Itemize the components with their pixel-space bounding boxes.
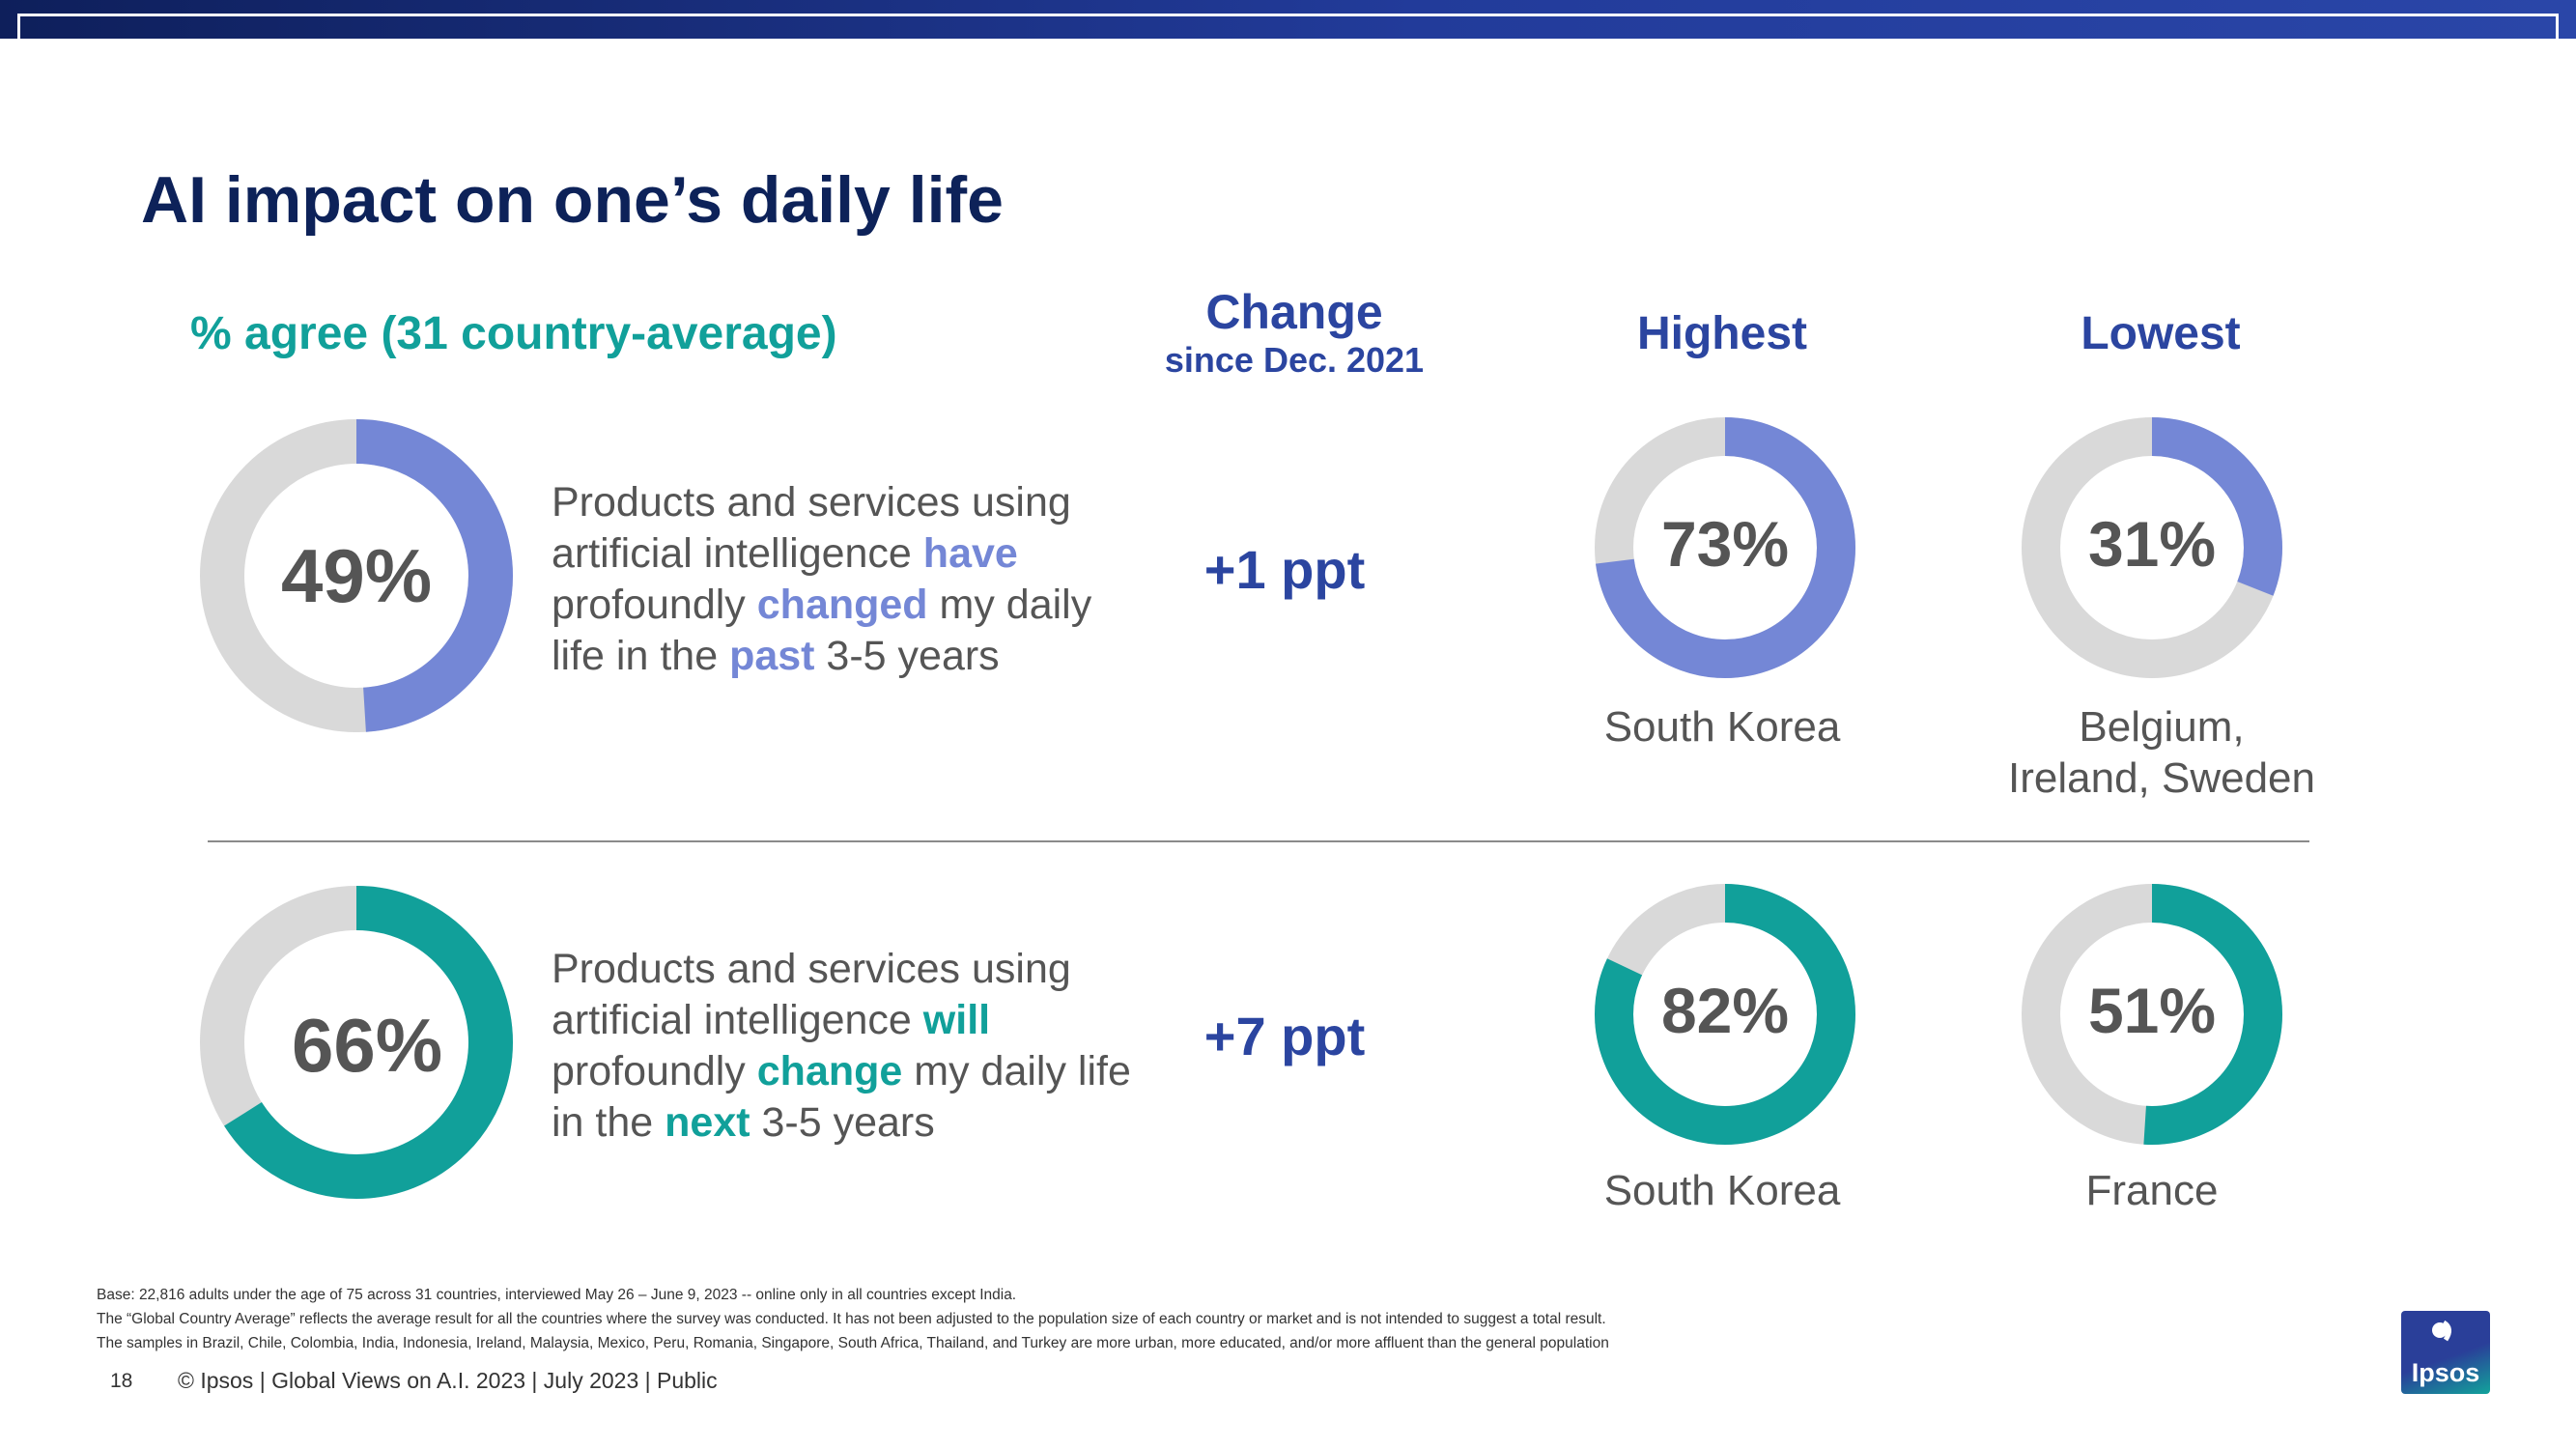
donut-future-highest: 82%: [1595, 884, 1855, 1145]
donut-future-average: 66%: [200, 886, 513, 1199]
donut-value-slice: [2022, 417, 2282, 678]
change-value-future: +7 ppt: [1203, 1006, 1366, 1066]
lowest-country-past: Belgium, Ireland, Sweden: [2008, 703, 2315, 802]
donut-past-lowest: 31%: [2022, 417, 2282, 678]
keyword: have: [922, 530, 1018, 577]
statement-past: Products and services using artificial i…: [552, 479, 1092, 679]
donut-svg: [200, 886, 513, 1199]
donut-value-slice: [2022, 884, 2282, 1145]
page-title: AI impact on one’s daily life: [141, 163, 1004, 237]
footnote: The “Global Country Average” reflects th…: [97, 1311, 1606, 1327]
keyword: next: [665, 1099, 750, 1146]
statement-future: Products and services using artificial i…: [552, 946, 1131, 1146]
keyword: will: [922, 997, 991, 1043]
donut-value-slice: [200, 886, 513, 1199]
donut-svg: [200, 419, 513, 732]
donut-svg: [2022, 884, 2282, 1145]
donut-svg: [1595, 884, 1855, 1145]
row-divider: [208, 840, 2309, 842]
keyword: past: [729, 633, 815, 679]
donut-label: 66%: [291, 1002, 443, 1088]
ipsos-logo-mark: [2432, 1320, 2451, 1342]
keyword: changed: [756, 582, 928, 628]
top-banner-frame: [17, 14, 2559, 43]
header-highest: Highest: [1636, 308, 1807, 359]
donut-past-highest: 73%: [1595, 417, 1855, 678]
footnote: Base: 22,816 adults under the age of 75 …: [97, 1287, 1017, 1303]
header-change: Change: [1205, 285, 1383, 339]
top-banner: [0, 0, 2576, 43]
footnotes: Base: 22,816 adults under the age of 75 …: [97, 1283, 1609, 1355]
donut-svg: [2022, 417, 2282, 678]
donut-future-lowest: 51%: [2022, 884, 2282, 1145]
change-value-past: +1 ppt: [1203, 539, 1366, 600]
keyword: change: [756, 1048, 903, 1094]
donut-value-slice: [200, 419, 513, 732]
footnote: The samples in Brazil, Chile, Colombia, …: [97, 1335, 1609, 1351]
footer-copyright: © Ipsos | Global Views on A.I. 2023 | Ju…: [178, 1368, 718, 1393]
donut-label: 31%: [2087, 508, 2217, 580]
header-change-since: since Dec. 2021: [1164, 340, 1425, 380]
highest-country-future: South Korea: [1603, 1167, 1841, 1214]
donut-label: 49%: [280, 532, 433, 618]
highest-country-past: South Korea: [1603, 703, 1841, 751]
lowest-country-future: France: [2085, 1167, 2219, 1214]
donut-value-slice: [1595, 884, 1855, 1145]
page-number: 18: [110, 1370, 133, 1392]
header-agree: % agree (31 country-average): [190, 308, 837, 359]
donut-svg: [1595, 417, 1855, 678]
donut-past-average: 49%: [200, 419, 513, 732]
donut-value-slice: [1595, 417, 1855, 678]
donut-label: 51%: [2087, 975, 2217, 1046]
ipsos-logo-text: Ipsos: [2411, 1358, 2480, 1387]
donut-label: 82%: [1660, 975, 1790, 1046]
donut-label: 73%: [1660, 508, 1790, 580]
ipsos-logo: Ipsos: [2401, 1311, 2490, 1394]
header-lowest: Lowest: [2081, 308, 2241, 359]
